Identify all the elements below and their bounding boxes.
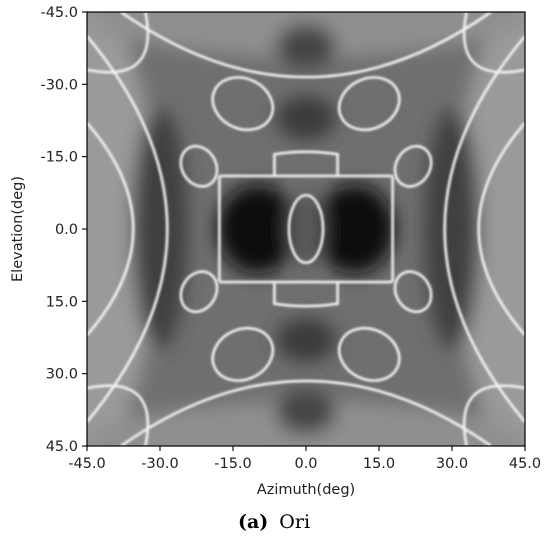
ridge-center-oval	[287, 193, 325, 265]
ridge-center-square	[218, 174, 394, 284]
figure-caption: (a) Ori	[0, 511, 548, 533]
ridge-small-lens-1	[393, 144, 433, 188]
x-tick-label: 45.0	[509, 456, 541, 472]
shade-left-bright	[87, 12, 157, 446]
ridge-corner-br	[462, 384, 525, 446]
ridge-arc-left-outer	[87, 122, 135, 336]
shade-dark-band-right	[424, 109, 480, 349]
ridge-corner-tr	[462, 12, 525, 74]
y-tick-label: 45.0	[46, 439, 78, 455]
x-tick-label: 0.0	[294, 456, 317, 472]
ridge-top-box	[273, 150, 339, 176]
ridge-corner-bl	[87, 384, 150, 446]
ridge-bottom-box	[273, 282, 339, 308]
ridge-arc-bottom	[120, 379, 492, 446]
x-tick-label: -30.0	[141, 456, 179, 472]
ridge-lens-1	[337, 76, 401, 132]
chart-svg: -45.0 -30.0 -15.0 0.0 15.0 30.0 45.0-45.0-30.0…	[10, 5, 541, 498]
heatmap-shading	[87, 12, 525, 446]
ridge-lens-0	[211, 76, 275, 132]
shade-dark-band-left	[132, 109, 188, 349]
heatmap-ridges	[87, 12, 525, 446]
ridge-small-lens-3	[393, 270, 433, 314]
ridge-arc-top	[120, 12, 492, 79]
x-axis-label: Azimuth(deg)	[257, 482, 355, 498]
shade-dark-lower	[276, 317, 336, 362]
ridge-small-lens-0	[179, 144, 219, 188]
shade-center-mid	[288, 189, 324, 269]
ridge-arc-right-inner	[443, 35, 525, 423]
caption-label: (a)	[237, 511, 269, 533]
ridge-lens-3	[337, 326, 401, 382]
ridge-lens-2	[211, 326, 275, 382]
x-tick-label: -45.0	[68, 456, 106, 472]
ridge-arc-left-inner	[87, 35, 169, 423]
y-tick-label: -45.0	[40, 5, 78, 21]
y-tick-label: -30.0	[40, 77, 78, 93]
caption-text: Ori	[279, 511, 311, 533]
ridge-corner-tl	[87, 12, 150, 74]
x-tick-label: 30.0	[436, 456, 468, 472]
y-tick-label: 15.0	[46, 294, 78, 310]
shade-dark-upper	[276, 96, 336, 141]
ridge-small-lens-2	[179, 270, 219, 314]
x-tick-label: 15.0	[363, 456, 395, 472]
shade-center-right	[314, 184, 395, 274]
y-tick-label: 30.0	[46, 367, 78, 383]
shade-right-bright	[455, 12, 525, 446]
shade-center-left	[217, 184, 298, 274]
shade-dark-bottom	[276, 390, 336, 435]
y-tick-label: -15.0	[40, 150, 78, 166]
x-tick-label: -15.0	[214, 456, 252, 472]
ridge-arc-right-outer	[477, 122, 525, 336]
y-tick-label: 0.0	[55, 222, 78, 238]
y-axis-label: Elevation(deg)	[10, 176, 26, 282]
heatmap-image	[87, 12, 525, 446]
shade-dark-top	[276, 23, 336, 68]
